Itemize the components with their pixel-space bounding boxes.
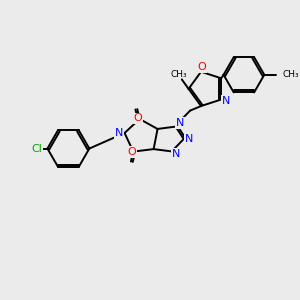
Text: O: O	[128, 147, 136, 157]
Text: CH₃: CH₃	[170, 70, 187, 79]
Text: N: N	[115, 128, 124, 138]
Text: Cl: Cl	[31, 143, 42, 154]
Text: O: O	[134, 113, 142, 123]
Text: N: N	[176, 118, 184, 128]
Text: N: N	[185, 134, 193, 144]
Text: N: N	[222, 96, 231, 106]
Text: N: N	[172, 149, 180, 159]
Text: CH₃: CH₃	[282, 70, 299, 79]
Text: O: O	[197, 62, 206, 72]
